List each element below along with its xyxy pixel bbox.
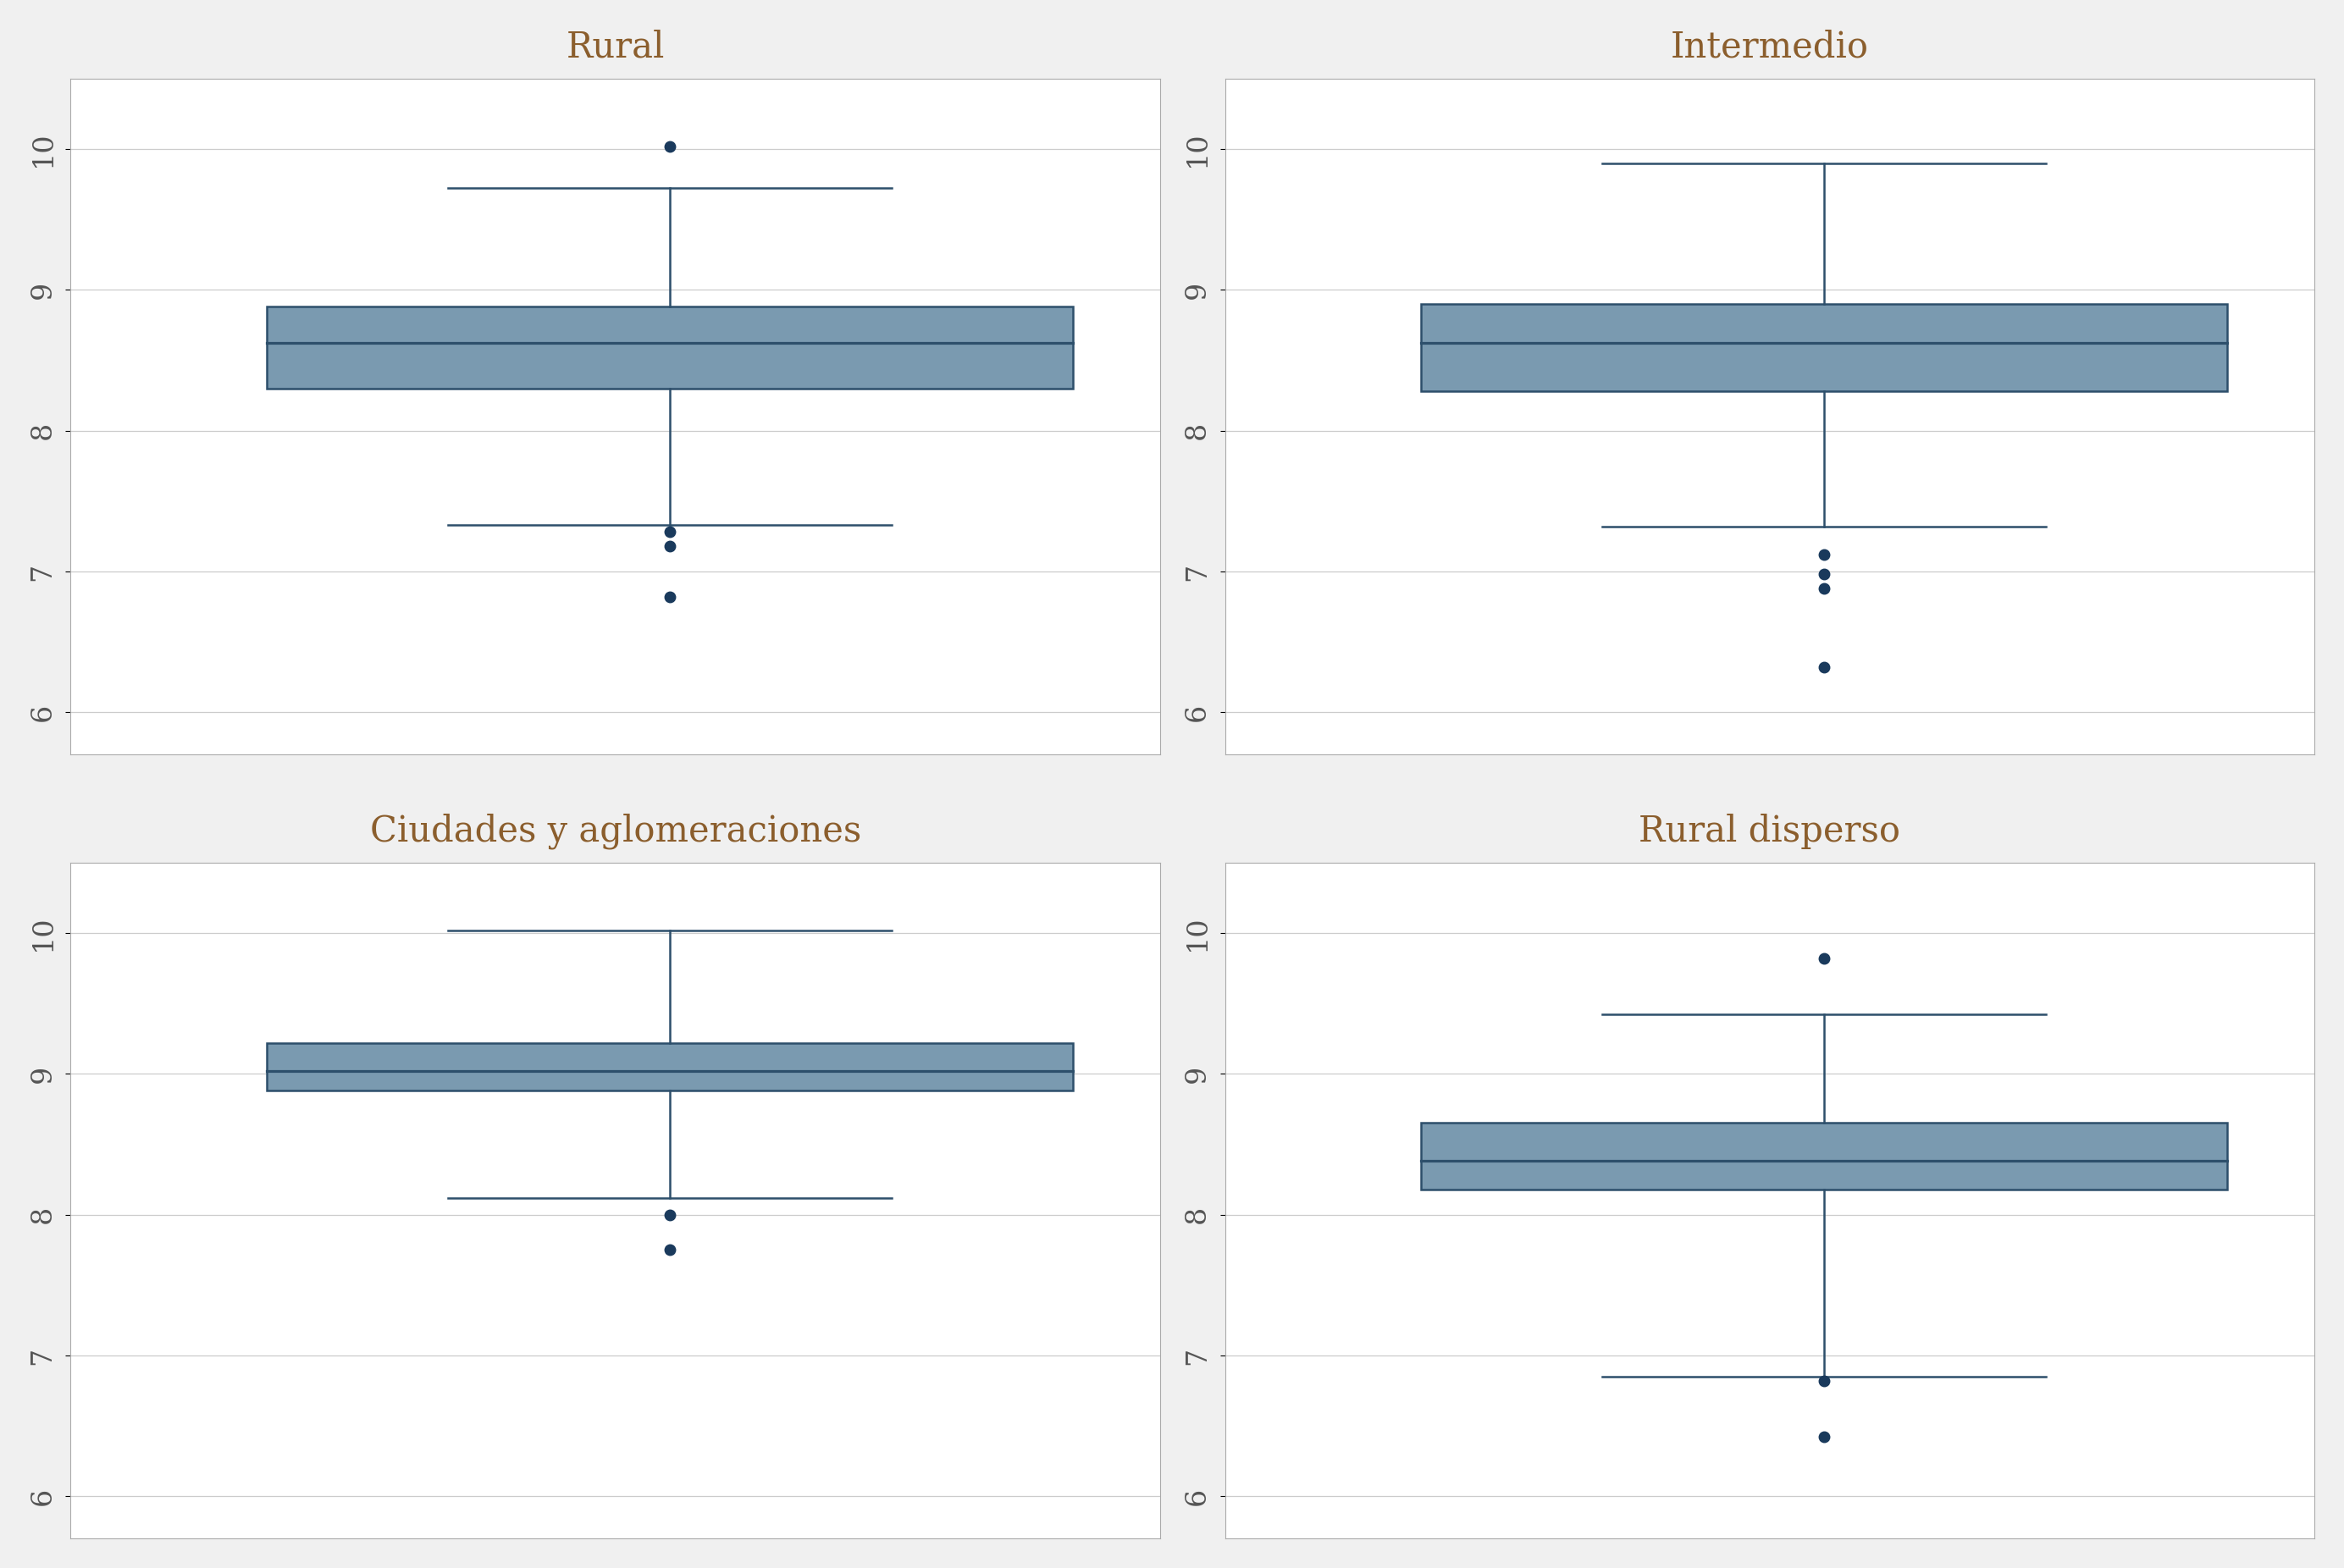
Title: Rural: Rural [567, 30, 666, 64]
Title: Rural disperso: Rural disperso [1638, 814, 1901, 848]
Title: Ciudades y aglomeraciones: Ciudades y aglomeraciones [370, 814, 860, 850]
Bar [1420, 1123, 2227, 1189]
Bar [267, 307, 1074, 389]
Bar [267, 1043, 1074, 1091]
Bar [1420, 304, 2227, 390]
Title: Intermedio: Intermedio [1671, 30, 1868, 64]
